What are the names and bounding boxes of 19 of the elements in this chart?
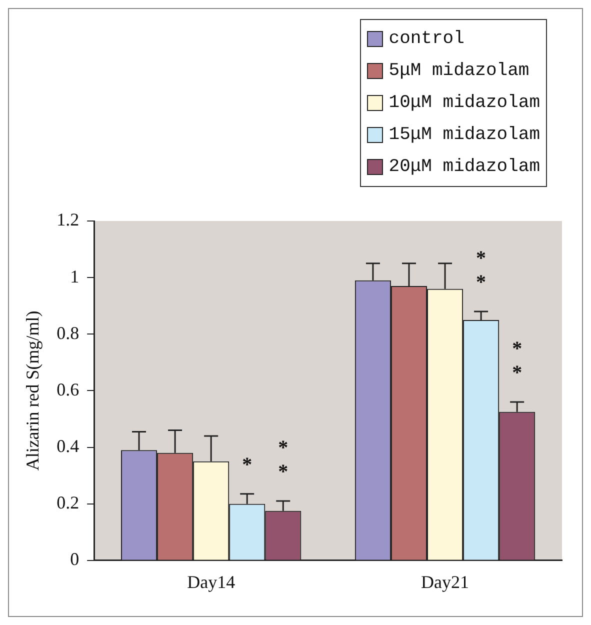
legend-label: 15μM midazolam — [388, 125, 540, 145]
annotation: * — [242, 454, 252, 476]
legend-label: 5μM midazolam — [388, 61, 530, 81]
y-tick-label: 0.4 — [56, 436, 80, 456]
x-tick-label: Day21 — [421, 572, 470, 592]
y-tick-label: 0.6 — [56, 379, 80, 400]
x-tick-label: Day14 — [187, 572, 236, 592]
y-tick-label: 0 — [70, 549, 80, 570]
y-tick-label: 0.8 — [56, 322, 80, 343]
y-axis-title: Alizarin red S(mg/ml) — [22, 310, 43, 471]
legend-label: 20μM midazolam — [388, 157, 540, 177]
y-tick-label: 1.2 — [56, 210, 80, 230]
y-tick-label: 0.2 — [56, 492, 80, 513]
annotation: * * — [278, 437, 288, 484]
legend-label: control — [388, 29, 464, 49]
y-tick-label: 1 — [70, 266, 80, 286]
annotation: ** — [476, 248, 486, 294]
legend-label: 10μM midazolam — [388, 93, 540, 113]
annotation: ** — [512, 338, 522, 384]
